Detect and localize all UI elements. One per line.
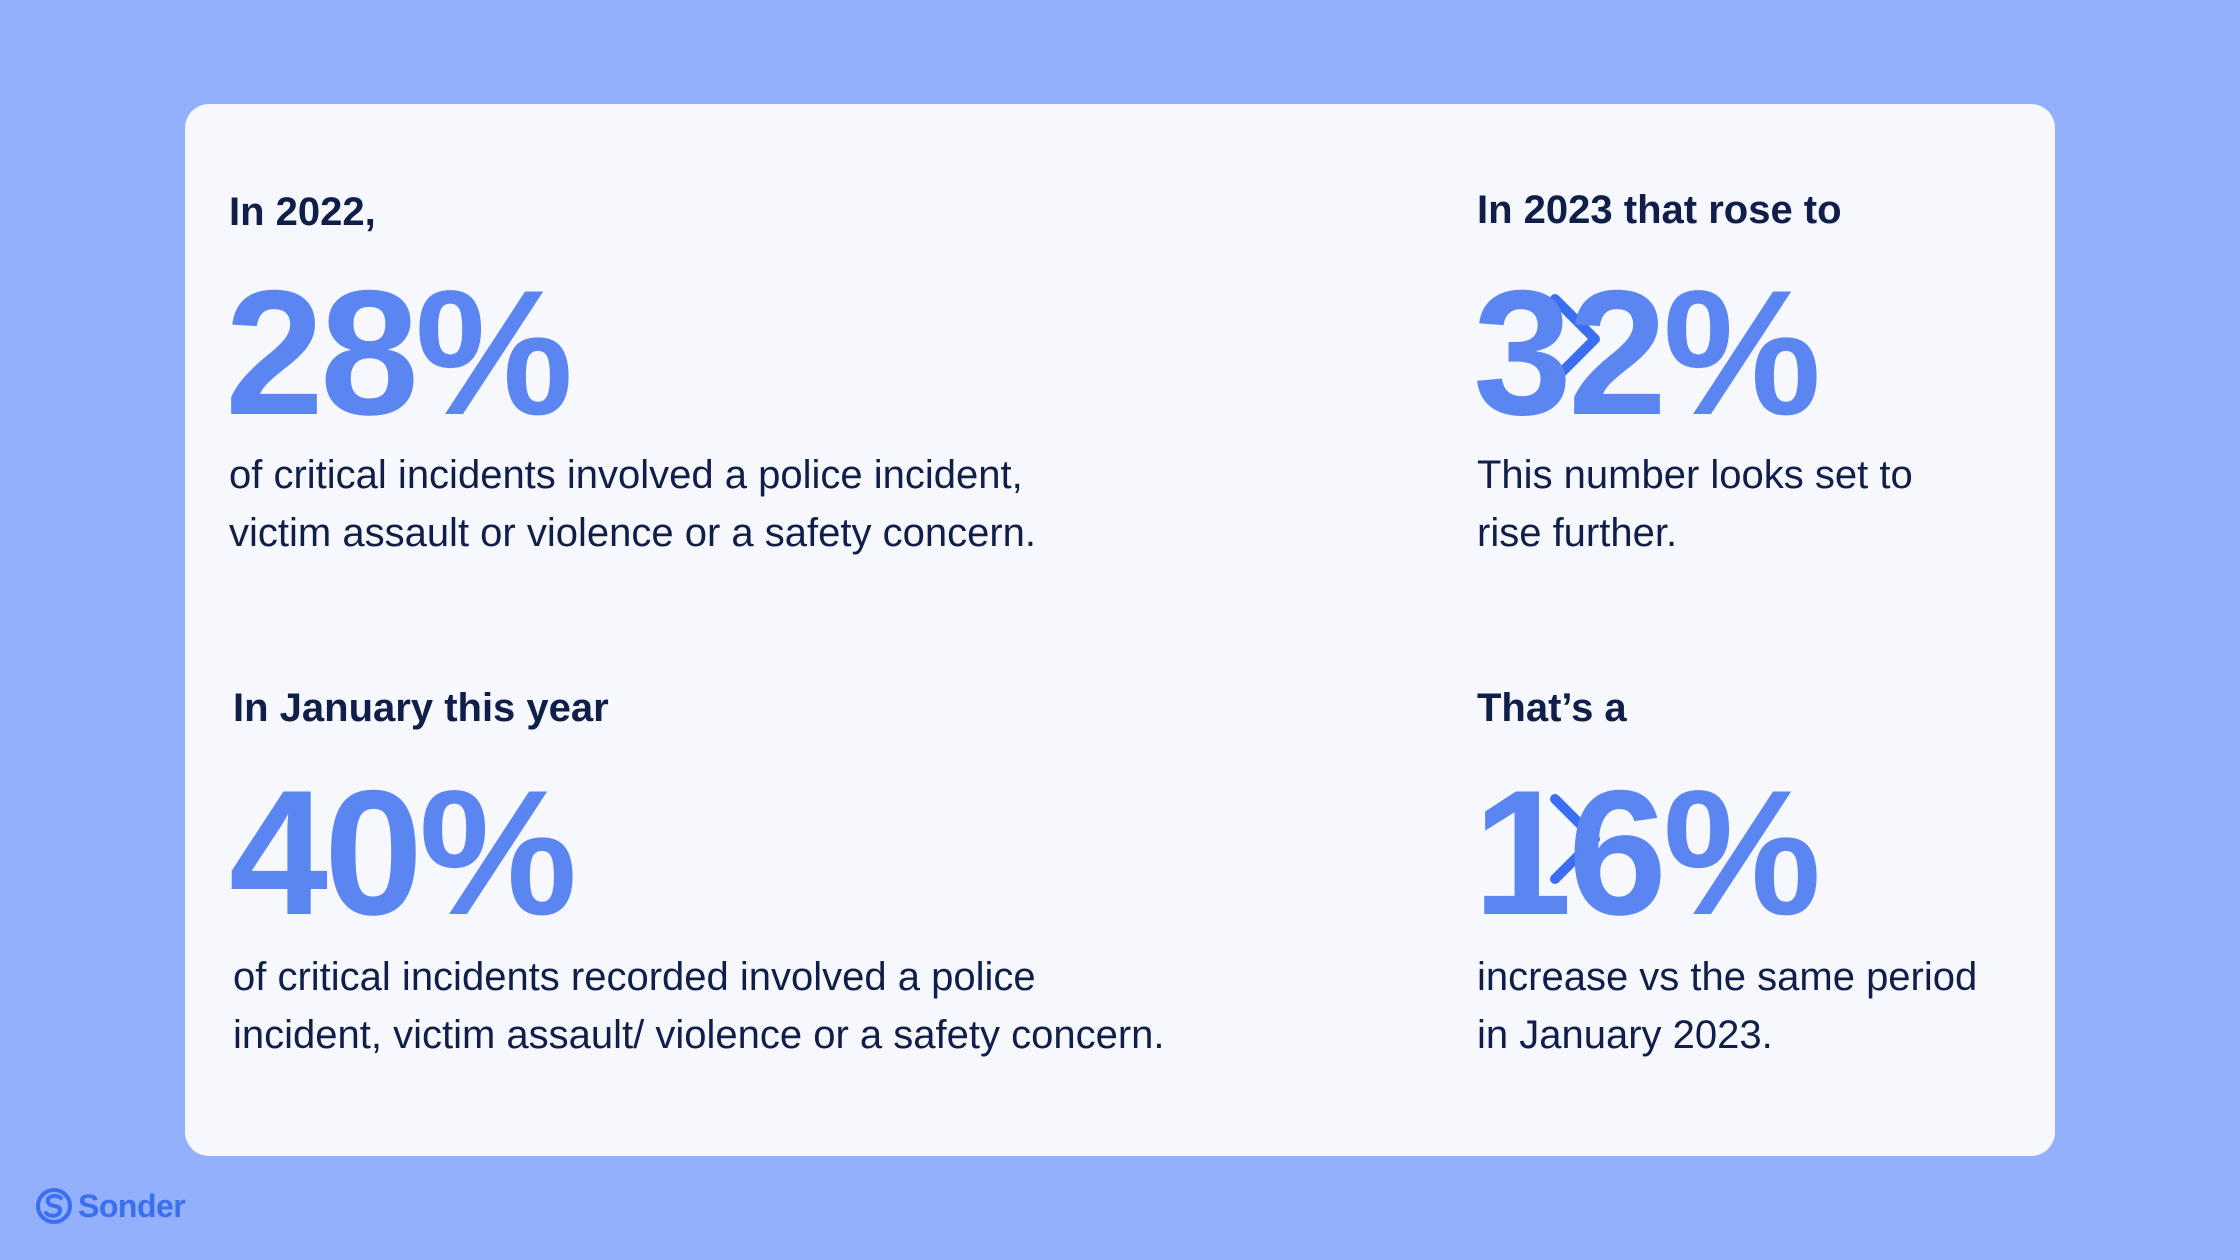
stat-value-january: 40% <box>229 753 577 952</box>
stat-description-january: of critical incidents recorded involved … <box>233 948 1333 1064</box>
stat-number: 28% <box>225 253 573 452</box>
description-line: of critical incidents recorded involved … <box>233 955 1036 999</box>
sonder-s-logo-icon <box>36 1188 72 1224</box>
stat-heading: In January this year <box>233 686 609 730</box>
description-line: increase vs the same period <box>1477 955 1978 999</box>
stat-description-increase: increase vs the same period in January 2… <box>1477 948 2047 1064</box>
right-arrow-icon <box>630 794 1600 884</box>
description-line: incident, victim assault/ violence or a … <box>233 1013 1165 1057</box>
stat-heading: In 2022, <box>229 190 376 234</box>
stat-heading: That’s a <box>1477 686 1627 730</box>
description-line: in January 2023. <box>1477 1013 1773 1057</box>
stat-block-increase: That’s a <box>1477 688 1627 728</box>
stat-block-january: In January this year <box>233 688 609 728</box>
description-line: of critical incidents involved a police … <box>229 453 1023 497</box>
description-line: rise further. <box>1477 511 1678 555</box>
stat-heading: In 2023 that rose to <box>1477 188 1842 232</box>
stat-value-increase: 16% <box>1473 753 1821 952</box>
stats-card: In 2022, 28% of critical incidents invol… <box>185 104 2055 1156</box>
description-line: This number looks set to <box>1477 453 1913 497</box>
stat-description-2022: of critical incidents involved a police … <box>229 446 1189 562</box>
right-arrow-icon <box>630 294 1600 384</box>
stat-value-2022: 28% <box>225 253 573 452</box>
stat-block-2022: In 2022, <box>229 192 376 232</box>
sonder-logo: Sonder <box>34 1186 186 1226</box>
stat-description-2023: This number looks set to rise further. <box>1477 446 2037 562</box>
brand-name: Sonder <box>78 1187 186 1224</box>
description-line: victim assault or violence or a safety c… <box>229 511 1037 555</box>
stat-number: 40% <box>229 753 577 952</box>
stat-number: 16% <box>1473 753 1821 952</box>
stat-block-2023: In 2023 that rose to <box>1477 190 1842 230</box>
stat-number: 32% <box>1473 253 1821 452</box>
stat-value-2023: 32% <box>1473 253 1821 452</box>
